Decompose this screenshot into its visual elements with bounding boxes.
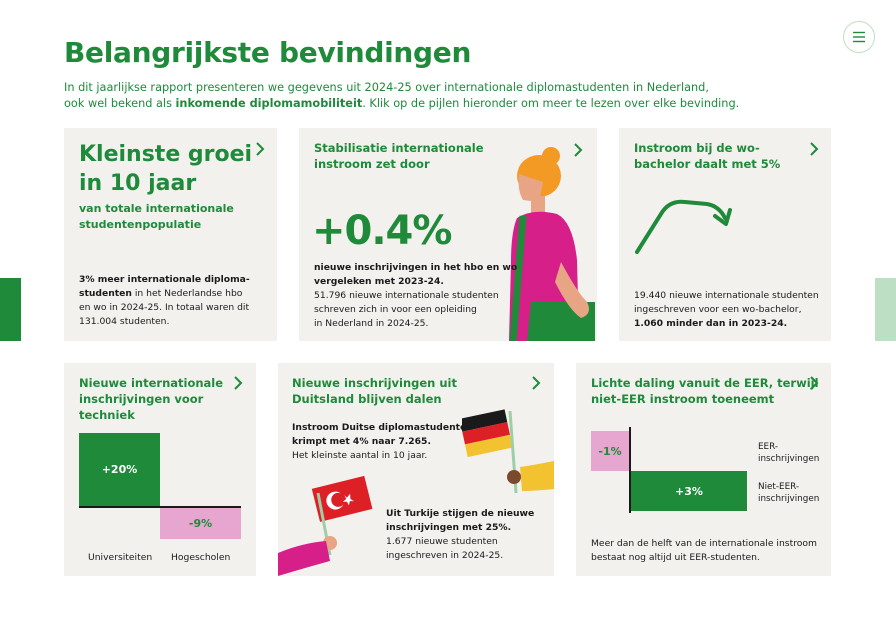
chevron-right-icon[interactable] xyxy=(253,141,267,157)
category-label-universiteiten: Universiteiten xyxy=(88,552,153,563)
card-engineering[interactable]: Nieuwe internationale inschrijvingen voo… xyxy=(64,363,256,576)
woman-illustration xyxy=(509,147,595,341)
card-bachelor-decline[interactable]: Instroom bij de wo- bachelor daalt met 5… xyxy=(619,128,831,341)
card-eea[interactable]: Lichte daling vanuit de EER, terwijl nie… xyxy=(576,363,831,576)
turkish-flag-illustration xyxy=(278,475,373,576)
bar-niet-eer: +3% xyxy=(631,471,747,511)
bar-universiteiten: +20% xyxy=(79,433,160,506)
bar-eer: -1% xyxy=(591,431,629,471)
intro-bold-term: inkomende diplomamobiliteit xyxy=(175,97,363,110)
card-headline: Kleinste groei in 10 jaar xyxy=(79,142,253,196)
next-page-tab[interactable] xyxy=(875,278,896,341)
card-title: Instroom bij de wo- bachelor daalt met 5… xyxy=(634,141,781,171)
card-body: 3% meer internationale diploma- studente… xyxy=(79,274,250,327)
germany-text: Instroom Duitse diplomastudenten krimpt … xyxy=(292,422,473,461)
card-body: nieuwe inschrijvingen in het hbo en wo v… xyxy=(314,262,518,329)
previous-page-tab[interactable] xyxy=(0,278,21,341)
bar-hogescholen: -9% xyxy=(160,508,241,539)
chevron-right-icon[interactable] xyxy=(807,141,821,157)
card-title: Nieuwe inschrijvingen uit Duitsland blij… xyxy=(292,376,457,406)
card-title: Stabilisatie internationale instroom zet… xyxy=(314,141,484,171)
chevron-right-icon[interactable] xyxy=(571,142,585,158)
page-title: Belangrijkste bevindingen xyxy=(64,36,472,69)
hamburger-icon xyxy=(853,31,865,43)
card-stabilisation[interactable]: Stabilisatie internationale instroom zet… xyxy=(299,128,597,341)
trend-arrow-icon xyxy=(635,199,732,254)
chevron-right-icon[interactable] xyxy=(231,375,245,391)
card-subtitle: van totale internationale studentenpopul… xyxy=(79,202,234,231)
card-title: Lichte daling vanuit de EER, terwijl nie… xyxy=(591,376,819,406)
category-label-hogescholen: Hogescholen xyxy=(171,552,231,563)
card-body: 19.440 nieuwe internationale studenten i… xyxy=(634,290,819,329)
legend-eer: EER- inschrijvingen xyxy=(758,442,820,464)
chevron-right-icon[interactable] xyxy=(807,375,821,391)
german-flag-illustration xyxy=(462,409,554,494)
menu-button[interactable] xyxy=(843,21,875,53)
big-percentage: +0.4% xyxy=(312,208,452,254)
card-smallest-growth[interactable]: Kleinste groei in 10 jaar van totale int… xyxy=(64,128,277,341)
card-body: Meer dan de helft van de internationale … xyxy=(591,538,817,563)
turkey-text: Uit Turkije stijgen de nieuwe inschrijvi… xyxy=(386,508,535,561)
legend-niet-eer: Niet-EER- inschrijvingen xyxy=(758,482,820,504)
intro-text: In dit jaarlijkse rapport presenteren we… xyxy=(64,81,740,110)
card-title: Nieuwe internationale inschrijvingen voo… xyxy=(79,376,224,422)
chevron-right-icon[interactable] xyxy=(529,375,543,391)
chart-baseline xyxy=(79,506,241,508)
card-germany[interactable]: Nieuwe inschrijvingen uit Duitsland blij… xyxy=(278,363,554,576)
chart-axis xyxy=(629,427,631,513)
